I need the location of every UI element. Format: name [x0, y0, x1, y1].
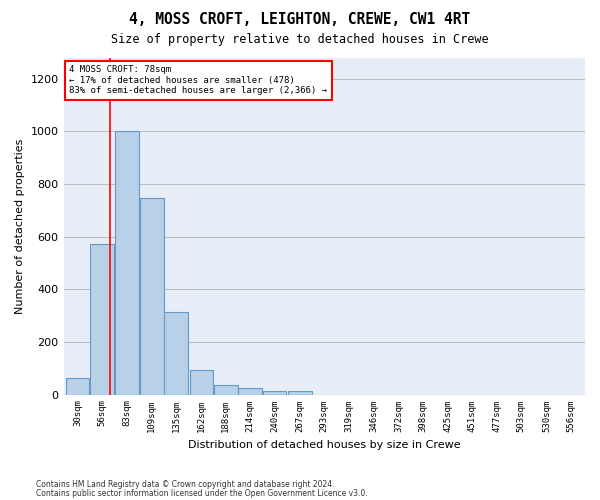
- Text: 4 MOSS CROFT: 78sqm
← 17% of detached houses are smaller (478)
83% of semi-detac: 4 MOSS CROFT: 78sqm ← 17% of detached ho…: [69, 66, 327, 95]
- Text: Size of property relative to detached houses in Crewe: Size of property relative to detached ho…: [111, 32, 489, 46]
- X-axis label: Distribution of detached houses by size in Crewe: Distribution of detached houses by size …: [188, 440, 461, 450]
- Bar: [190, 370, 213, 394]
- Y-axis label: Number of detached properties: Number of detached properties: [15, 138, 25, 314]
- Bar: [115, 131, 139, 394]
- Bar: [263, 392, 286, 394]
- Text: Contains HM Land Registry data © Crown copyright and database right 2024.: Contains HM Land Registry data © Crown c…: [36, 480, 335, 489]
- Bar: [90, 244, 114, 394]
- Bar: [238, 388, 262, 394]
- Text: Contains public sector information licensed under the Open Government Licence v3: Contains public sector information licen…: [36, 489, 368, 498]
- Bar: [288, 390, 312, 394]
- Bar: [164, 312, 188, 394]
- Bar: [140, 198, 164, 394]
- Text: 4, MOSS CROFT, LEIGHTON, CREWE, CW1 4RT: 4, MOSS CROFT, LEIGHTON, CREWE, CW1 4RT: [130, 12, 470, 28]
- Bar: [66, 378, 89, 394]
- Bar: [214, 384, 238, 394]
